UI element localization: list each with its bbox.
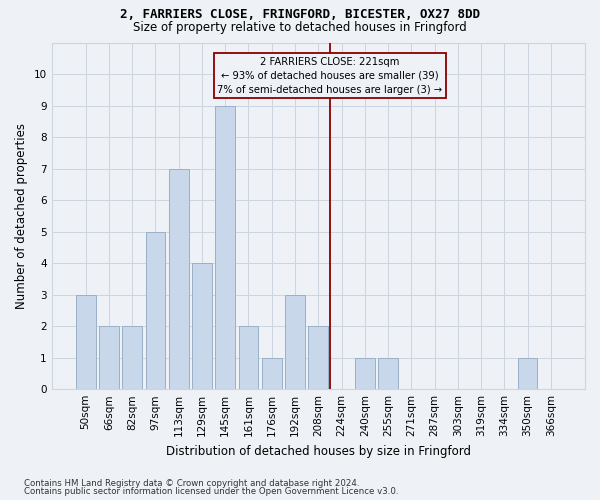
Bar — [285, 294, 305, 389]
Bar — [215, 106, 235, 389]
Bar — [99, 326, 119, 389]
Bar — [76, 294, 95, 389]
Text: Contains public sector information licensed under the Open Government Licence v3: Contains public sector information licen… — [24, 487, 398, 496]
Bar — [122, 326, 142, 389]
Bar — [169, 168, 188, 389]
Bar — [146, 232, 166, 389]
Y-axis label: Number of detached properties: Number of detached properties — [15, 123, 28, 309]
Bar — [308, 326, 328, 389]
Bar — [262, 358, 281, 389]
X-axis label: Distribution of detached houses by size in Fringford: Distribution of detached houses by size … — [166, 444, 471, 458]
Bar — [518, 358, 538, 389]
Bar — [192, 263, 212, 389]
Bar — [355, 358, 374, 389]
Text: Size of property relative to detached houses in Fringford: Size of property relative to detached ho… — [133, 21, 467, 34]
Bar — [239, 326, 259, 389]
Text: 2 FARRIERS CLOSE: 221sqm
← 93% of detached houses are smaller (39)
7% of semi-de: 2 FARRIERS CLOSE: 221sqm ← 93% of detach… — [217, 56, 442, 94]
Text: 2, FARRIERS CLOSE, FRINGFORD, BICESTER, OX27 8DD: 2, FARRIERS CLOSE, FRINGFORD, BICESTER, … — [120, 8, 480, 20]
Bar — [378, 358, 398, 389]
Text: Contains HM Land Registry data © Crown copyright and database right 2024.: Contains HM Land Registry data © Crown c… — [24, 478, 359, 488]
